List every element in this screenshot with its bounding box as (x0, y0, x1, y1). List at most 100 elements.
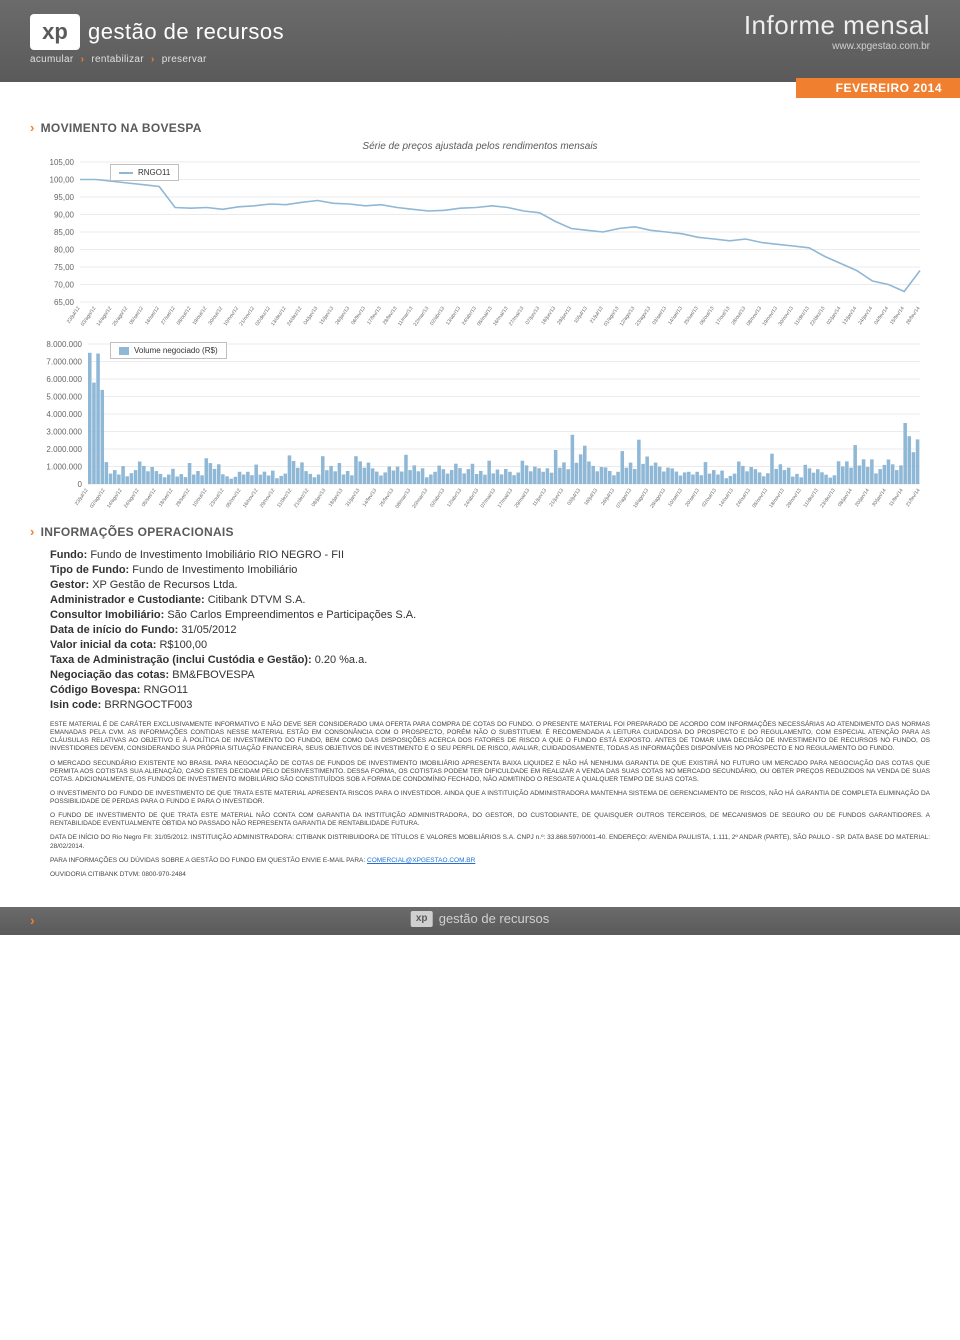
svg-text:08/jan/14: 08/jan/14 (837, 488, 854, 508)
disclaimer-p7: OUVIDORIA CITIBANK DTVM: 0800-970-2484 (50, 871, 930, 879)
admin-value: Citibank DTVM S.A. (208, 594, 306, 606)
codigo-value: RNGO11 (144, 684, 188, 696)
volume-chart: Volume negociado (R$) 01.000.0002.000.00… (30, 340, 930, 510)
svg-text:26/fev/14: 26/fev/14 (905, 306, 922, 326)
svg-text:05/set/12: 05/set/12 (141, 488, 158, 508)
section-bovespa-title: › MOVIMENTO NA BOVESPA (30, 120, 930, 135)
svg-text:21/fev/14: 21/fev/14 (905, 488, 922, 508)
disclaimer-p1: ESTE MATERIAL É DE CARÁTER EXCLUSIVAMENT… (50, 721, 930, 754)
valor-label: Valor inicial da cota: (50, 639, 156, 651)
svg-text:11/dez/12: 11/dez/12 (276, 488, 293, 509)
chevron-icon: › (30, 524, 35, 539)
svg-text:05/nov/12: 05/nov/12 (225, 488, 243, 510)
svg-text:85,00: 85,00 (54, 228, 75, 237)
price-chart: RNGO11 65,0070,0075,0080,0085,0090,0095,… (30, 158, 930, 328)
consultor-label: Consultor Imobiliário: (50, 609, 164, 621)
svg-text:18/jun/13: 18/jun/13 (540, 306, 557, 326)
svg-text:05/nov/13: 05/nov/13 (751, 488, 769, 510)
taxa-label: Taxa de Administração (inclui Custódia e… (50, 654, 312, 666)
svg-text:07/jun/13: 07/jun/13 (525, 306, 542, 326)
section-info-title-text: INFORMAÇÕES OPERACIONAIS (41, 525, 234, 539)
isin-value: BRRNGOCTF003 (104, 699, 192, 711)
svg-text:29/nov/12: 29/nov/12 (259, 488, 277, 510)
svg-text:25/set/13: 25/set/13 (683, 306, 700, 326)
svg-text:18/jan/13: 18/jan/13 (328, 488, 345, 508)
svg-text:5.000.000: 5.000.000 (46, 393, 82, 402)
brand-block: xp gestão de recursos acumular › rentabi… (30, 14, 284, 65)
svg-text:05/set/12: 05/set/12 (128, 306, 145, 326)
legend-swatch-icon (119, 172, 133, 174)
svg-text:11/fev/14: 11/fev/14 (888, 488, 905, 508)
svg-text:30/jan/14: 30/jan/14 (871, 488, 888, 508)
contact-email-link[interactable]: COMERCIAL@XPGESTAO.COM.BR (367, 857, 475, 864)
svg-text:27/set/12: 27/set/12 (160, 306, 177, 326)
chevron-icon: › (151, 54, 155, 65)
svg-text:16/nov/12: 16/nov/12 (242, 488, 260, 510)
volume-chart-svg: 01.000.0002.000.0003.000.0004.000.0005.0… (30, 340, 930, 510)
tagline: acumular › rentabilizar › preservar (30, 54, 284, 65)
svg-text:95,00: 95,00 (54, 193, 75, 202)
svg-text:04/jan/13: 04/jan/13 (303, 306, 320, 326)
svg-text:06/out/13: 06/out/13 (699, 306, 716, 327)
codigo-label: Código Bovespa: (50, 684, 140, 696)
svg-text:65,00: 65,00 (54, 298, 75, 307)
svg-text:31/jan/13: 31/jan/13 (345, 488, 362, 508)
svg-text:02/out/13: 02/out/13 (701, 488, 718, 509)
svg-text:10/jul/13: 10/jul/13 (573, 306, 589, 325)
svg-text:02/jan/14: 02/jan/14 (826, 306, 843, 326)
svg-text:14/ago/12: 14/ago/12 (106, 488, 124, 510)
svg-text:23/out/12: 23/out/12 (209, 488, 226, 509)
taxa-value: 0.20 %a.a. (315, 654, 368, 666)
tag-3: preservar (162, 54, 207, 65)
svg-text:23/dez/13: 23/dez/13 (819, 488, 837, 510)
admin-label: Administrador e Custodiante: (50, 594, 205, 606)
disclaimer-p2: O MERCADO SECUNDÁRIO EXISTENTE NO BRASIL… (50, 760, 930, 784)
disclaimer-block: ESTE MATERIAL É DE CARÁTER EXCLUSIVAMENT… (30, 721, 930, 879)
svg-text:08/jan/13: 08/jan/13 (311, 488, 328, 508)
svg-text:30/nov/13: 30/nov/13 (777, 306, 795, 328)
price-chart-subtitle: Série de preços ajustada pelos rendiment… (30, 141, 930, 152)
disclaimer-p6-pre: PARA INFORMAÇÕES OU DÚVIDAS SOBRE A GEST… (50, 857, 367, 864)
svg-text:10/set/13: 10/set/13 (667, 488, 684, 508)
disclaimer-p5: DATA DE INÍCIO DO Rio Negro FII: 31/05/2… (50, 834, 930, 850)
svg-text:13/jan/14: 13/jan/14 (842, 306, 859, 326)
volume-series-name: Volume negociado (R$) (134, 346, 218, 355)
svg-text:08/mar/13: 08/mar/13 (394, 488, 412, 510)
section-info-title: › INFORMAÇÕES OPERACIONAIS (30, 524, 930, 539)
fundo-label: Fundo: (50, 549, 87, 561)
info-block: Fundo: Fundo de Investimento Imobiliário… (30, 549, 930, 711)
svg-text:10/out/12: 10/out/12 (192, 488, 209, 509)
svg-text:19/out/12: 19/out/12 (192, 306, 209, 327)
svg-text:17/out/13: 17/out/13 (715, 306, 732, 327)
tag-1: acumular (30, 54, 74, 65)
svg-text:8.000.000: 8.000.000 (46, 340, 82, 349)
svg-text:07/ago/13: 07/ago/13 (615, 488, 633, 510)
svg-text:20/mar/13: 20/mar/13 (411, 488, 429, 510)
page-footer: › xp gestão de recursos (0, 907, 960, 935)
svg-text:03/set/13: 03/set/13 (651, 306, 668, 326)
svg-text:23/jul/12: 23/jul/12 (74, 488, 90, 507)
section-bovespa-title-text: MOVIMENTO NA BOVESPA (41, 121, 202, 135)
page-header: xp gestão de recursos acumular › rentabi… (0, 0, 960, 82)
svg-text:24/abr/13: 24/abr/13 (463, 488, 480, 509)
svg-text:26/jul/13: 26/jul/13 (600, 488, 616, 507)
svg-text:12/abr/13: 12/abr/13 (446, 488, 463, 509)
footer-logo-text: gestão de recursos (439, 911, 550, 926)
chevron-icon: › (30, 120, 35, 135)
chevron-icon: › (30, 912, 35, 928)
svg-text:80,00: 80,00 (54, 246, 75, 255)
svg-text:29/jun/13: 29/jun/13 (556, 306, 573, 326)
svg-text:2.000.000: 2.000.000 (46, 445, 82, 454)
svg-text:4.000.000: 4.000.000 (46, 410, 82, 419)
svg-text:29/mai/13: 29/mai/13 (514, 488, 532, 510)
svg-text:08/out/12: 08/out/12 (176, 306, 193, 327)
tipo-value: Fundo de Investimento Imobiliário (132, 564, 297, 576)
svg-text:06/fev/13: 06/fev/13 (350, 306, 367, 326)
svg-text:14/set/13: 14/set/13 (667, 306, 684, 326)
svg-text:22/dez/13: 22/dez/13 (809, 306, 827, 328)
legend-swatch-icon (119, 347, 129, 355)
tag-2: rentabilizar (91, 54, 144, 65)
price-chart-svg: 65,0070,0075,0080,0085,0090,0095,00100,0… (30, 158, 930, 328)
svg-text:3.000.000: 3.000.000 (46, 428, 82, 437)
svg-text:15/jan/13: 15/jan/13 (319, 306, 336, 326)
